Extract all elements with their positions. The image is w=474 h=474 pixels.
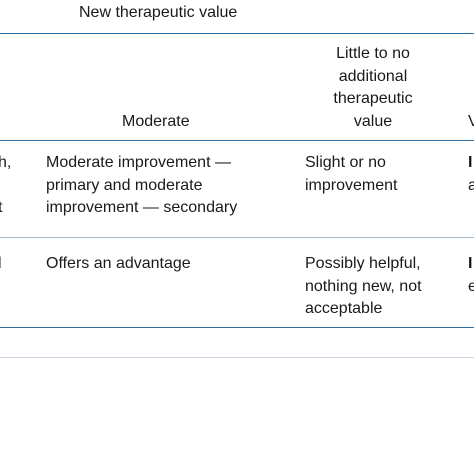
cell-clipped-right: I [468, 255, 473, 272]
cell-moderate-line: Offers an advantage [46, 255, 191, 272]
cell-clipped-right: a [468, 177, 474, 194]
row-cell-clipped-left: t [0, 199, 3, 216]
column-header-moderate: Moderate [122, 113, 190, 130]
row-cell-clipped-left: h, [0, 154, 12, 171]
column-header-line: additional [338, 68, 408, 85]
column-header-line: therapeutic [333, 90, 413, 107]
footer-rule [0, 357, 474, 358]
cell-clipped-right: e [468, 278, 474, 295]
column-header-line: Little to no [336, 45, 410, 62]
header-rule-top [0, 33, 474, 34]
cell-little-line: Slight or no [305, 154, 386, 171]
cell-clipped-right: I [468, 154, 473, 171]
column-header-clipped: V [468, 113, 474, 130]
group-header: New therapeutic value [79, 4, 238, 21]
cell-moderate-line: primary and moderate [46, 177, 203, 194]
cell-little-line: improvement [305, 177, 398, 194]
cell-little-line: acceptable [305, 300, 383, 317]
row-divider [0, 237, 474, 238]
cell-moderate-line: Moderate improvement — [46, 154, 231, 171]
cell-moderate-line: improvement — secondary [46, 199, 238, 216]
cell-little-line: Possibly helpful, [305, 255, 421, 272]
header-rule-bottom [0, 140, 474, 141]
column-header-line: value [353, 113, 393, 130]
row-cell-clipped-left: l [0, 253, 2, 275]
cell-little-line: nothing new, not [305, 278, 422, 295]
table-bottom-rule [0, 327, 474, 328]
